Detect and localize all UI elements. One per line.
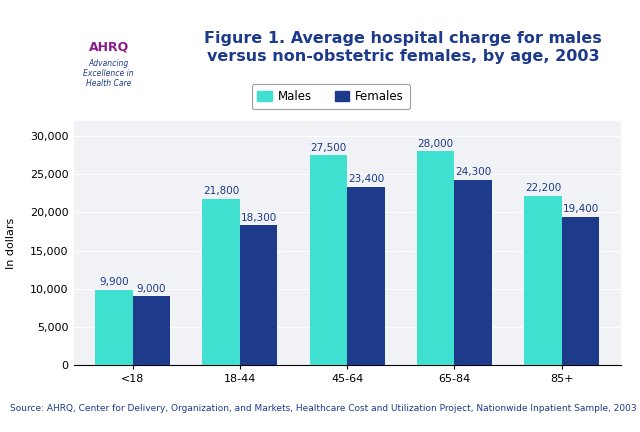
Text: Figure 1. Average hospital charge for males
versus non-obstetric females, by age: Figure 1. Average hospital charge for ma… — [204, 32, 602, 64]
Legend: Males, Females: Males, Females — [252, 84, 410, 109]
Text: 27,500: 27,500 — [310, 143, 346, 152]
Bar — [310, 155, 347, 365]
Text: 21,800: 21,800 — [203, 186, 239, 196]
Bar — [95, 289, 132, 365]
Text: 22,200: 22,200 — [525, 183, 561, 193]
Bar — [524, 196, 562, 365]
Bar — [562, 217, 599, 365]
Text: 18,300: 18,300 — [241, 213, 277, 223]
Bar — [347, 187, 385, 365]
Bar — [132, 296, 170, 365]
Text: 28,000: 28,000 — [418, 139, 454, 149]
Text: AHRQ: AHRQ — [89, 41, 129, 54]
Text: 9,000: 9,000 — [136, 284, 166, 294]
Bar — [454, 180, 492, 365]
Text: 9,900: 9,900 — [99, 277, 129, 287]
Text: 24,300: 24,300 — [455, 167, 492, 177]
Text: Source: AHRQ, Center for Delivery, Organization, and Markets, Healthcare Cost an: Source: AHRQ, Center for Delivery, Organ… — [10, 404, 636, 413]
Text: 19,400: 19,400 — [563, 204, 598, 214]
Bar — [417, 152, 454, 365]
Text: 23,400: 23,400 — [348, 174, 384, 184]
Bar — [202, 199, 240, 365]
Text: Advancing
Excellence in
Health Care: Advancing Excellence in Health Care — [83, 59, 134, 88]
Y-axis label: In dollars: In dollars — [6, 217, 16, 269]
Bar — [240, 226, 278, 365]
